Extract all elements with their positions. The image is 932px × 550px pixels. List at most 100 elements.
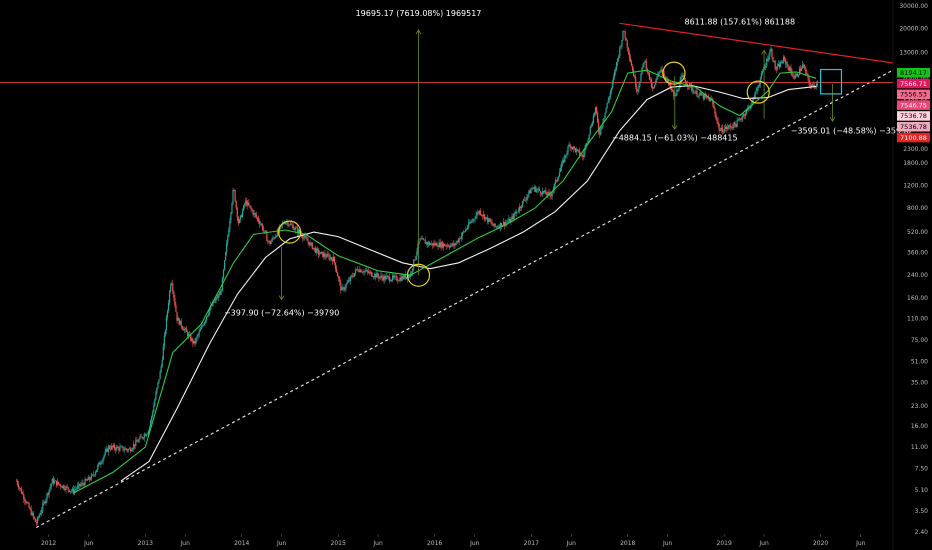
candle-body bbox=[45, 499, 47, 504]
candle-body bbox=[179, 320, 181, 325]
candle-body bbox=[169, 291, 171, 303]
candle-body bbox=[117, 446, 119, 448]
candle-body bbox=[430, 244, 432, 245]
candle-body bbox=[548, 192, 550, 193]
candle-body bbox=[565, 154, 567, 156]
candle-body bbox=[627, 47, 629, 53]
candle-body bbox=[127, 449, 130, 451]
candle-body bbox=[492, 224, 494, 226]
candle-body bbox=[165, 317, 168, 331]
candle-body bbox=[228, 229, 230, 237]
candle-body bbox=[82, 482, 84, 484]
candle-body bbox=[299, 230, 301, 233]
price-label-text: 7536.78 bbox=[900, 112, 927, 120]
candle-body bbox=[610, 87, 612, 93]
candle-body bbox=[73, 489, 76, 493]
candle-body bbox=[420, 238, 422, 240]
candle-body bbox=[468, 222, 470, 228]
measure-annotation[interactable]: −4884.15 (−61.03%) −488415 bbox=[612, 133, 738, 142]
candle-body bbox=[146, 433, 149, 435]
candle-body bbox=[788, 66, 790, 71]
candle-body bbox=[322, 251, 324, 257]
measure-annotation[interactable]: −3595.01 (−48.58%) −35950 bbox=[791, 126, 911, 135]
candle-body bbox=[89, 479, 91, 481]
x-axis[interactable]: 2012 Jun 2013 Jun 2014 Jun 2015 Jun 2016 Jun 2017 J… bbox=[41, 534, 866, 547]
candle-body bbox=[109, 448, 112, 450]
candle-body bbox=[463, 231, 466, 233]
candle-body bbox=[794, 76, 796, 79]
candle-body bbox=[172, 283, 174, 292]
candle-body bbox=[77, 485, 79, 489]
candle-body bbox=[199, 329, 201, 332]
candle-body bbox=[235, 201, 237, 208]
candle-body bbox=[589, 127, 591, 135]
candle-body bbox=[56, 481, 59, 486]
measure-annotation[interactable]: 19695.17 (7619.08%) 1969517 bbox=[356, 9, 482, 18]
candle-body bbox=[32, 512, 34, 517]
candle-body bbox=[76, 488, 78, 490]
candle-body bbox=[799, 68, 802, 71]
candle-body bbox=[760, 73, 763, 79]
candle-body bbox=[258, 221, 261, 225]
candle-body bbox=[692, 89, 694, 91]
candle-body bbox=[493, 223, 495, 226]
candle-body bbox=[754, 91, 756, 99]
candle-body bbox=[786, 64, 788, 65]
candle-body bbox=[471, 221, 473, 222]
x-tick-label: 2012 bbox=[41, 540, 56, 547]
candle-body bbox=[645, 60, 647, 70]
candle-body bbox=[284, 223, 286, 225]
candle-body bbox=[604, 112, 606, 119]
candle-body bbox=[249, 205, 251, 207]
candle-body bbox=[479, 210, 481, 215]
candle-body bbox=[337, 272, 339, 277]
candle-body bbox=[386, 276, 388, 277]
candle-body bbox=[189, 334, 191, 335]
candle-body bbox=[605, 108, 607, 113]
candle-body bbox=[105, 448, 107, 452]
candle-body bbox=[532, 188, 534, 189]
candle-body bbox=[433, 243, 435, 246]
candle-body bbox=[126, 449, 128, 451]
candle-body bbox=[439, 242, 441, 248]
candle-body bbox=[74, 489, 77, 490]
candle-body bbox=[268, 240, 270, 242]
candle-body bbox=[256, 217, 258, 219]
candle-body bbox=[464, 229, 467, 232]
candle-body bbox=[621, 40, 623, 47]
candle-body bbox=[380, 275, 382, 278]
candle-body bbox=[603, 118, 605, 123]
candle-body bbox=[526, 197, 528, 200]
candle-body bbox=[698, 93, 700, 97]
candle-body bbox=[175, 305, 177, 312]
candle-body bbox=[771, 49, 773, 58]
candle-body bbox=[706, 96, 709, 98]
candle-body bbox=[49, 486, 51, 490]
candle-body bbox=[796, 73, 798, 77]
candle-body bbox=[568, 144, 570, 147]
candle-body bbox=[397, 280, 399, 282]
candle-body bbox=[792, 75, 794, 77]
candle-body bbox=[723, 128, 726, 132]
candle-body bbox=[511, 216, 513, 220]
candle-body bbox=[736, 120, 738, 127]
candle-body bbox=[815, 83, 817, 87]
candle-body bbox=[176, 311, 178, 321]
candle-body bbox=[768, 56, 770, 61]
candle-body bbox=[212, 301, 214, 306]
measure-annotation[interactable]: −397.90 (−72.64%) −39790 bbox=[224, 308, 339, 317]
candle-body bbox=[367, 271, 369, 273]
candle-body bbox=[39, 514, 41, 518]
candle-body bbox=[576, 149, 579, 151]
candle-body bbox=[307, 240, 309, 243]
candle-body bbox=[166, 310, 169, 318]
candle-body bbox=[339, 278, 341, 283]
candle-body bbox=[315, 248, 318, 253]
candle-body bbox=[267, 240, 269, 242]
candle-body bbox=[20, 488, 22, 490]
measure-annotation[interactable]: 8611.88 (157.61%) 861188 bbox=[684, 18, 795, 27]
candle-body bbox=[756, 88, 758, 91]
candle-body bbox=[33, 516, 35, 519]
candle-body bbox=[648, 72, 651, 80]
candle-body bbox=[138, 439, 140, 443]
